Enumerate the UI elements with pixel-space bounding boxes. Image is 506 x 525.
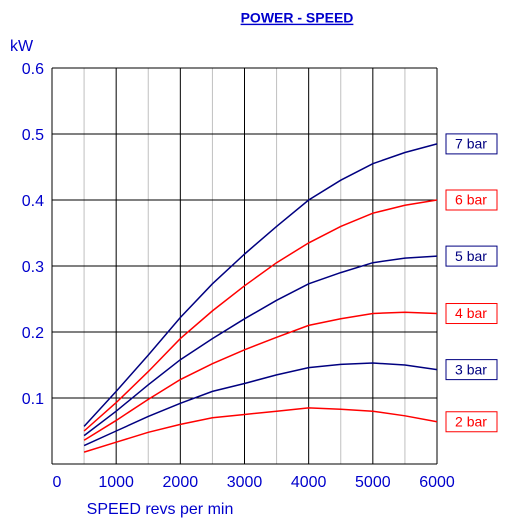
series-line <box>83 143 438 427</box>
legend-label: 3 bar <box>455 361 487 377</box>
x-tick-label: 6000 <box>419 474 455 491</box>
legend-label: 4 bar <box>455 305 487 321</box>
legend-box <box>445 411 498 433</box>
y-axis-label: kW <box>10 38 34 55</box>
series-line <box>83 199 438 432</box>
legend-label: 2 bar <box>455 413 487 429</box>
x-axis-label: SPEED revs per min <box>87 501 234 518</box>
series-line <box>83 311 438 441</box>
legend-label: 6 bar <box>455 192 487 208</box>
legend-box <box>445 245 498 267</box>
y-tick-label: 0.3 <box>22 259 44 276</box>
series-line <box>83 255 438 437</box>
series-line <box>83 407 438 453</box>
x-tick-label: 0 <box>53 474 62 491</box>
legend-label: 7 bar <box>455 136 487 152</box>
y-tick-label: 0.2 <box>22 325 44 342</box>
series-line <box>83 362 438 447</box>
x-tick-label: 3000 <box>227 474 263 491</box>
x-tick-label: 5000 <box>355 474 391 491</box>
x-tick-label: 1000 <box>98 474 134 491</box>
y-tick-label: 0.4 <box>22 193 44 210</box>
x-tick-label: 4000 <box>291 474 327 491</box>
y-tick-label: 0.1 <box>22 391 44 408</box>
legend-box <box>445 359 498 381</box>
legend-box <box>445 133 498 155</box>
legend-box <box>445 189 498 211</box>
legend-box <box>445 303 498 325</box>
x-tick-label: 2000 <box>163 474 199 491</box>
chart-title: POWER - SPEED <box>241 10 354 26</box>
legend-label: 5 bar <box>455 248 487 264</box>
y-tick-label: 0.6 <box>22 61 44 78</box>
y-tick-label: 0.5 <box>22 127 44 144</box>
